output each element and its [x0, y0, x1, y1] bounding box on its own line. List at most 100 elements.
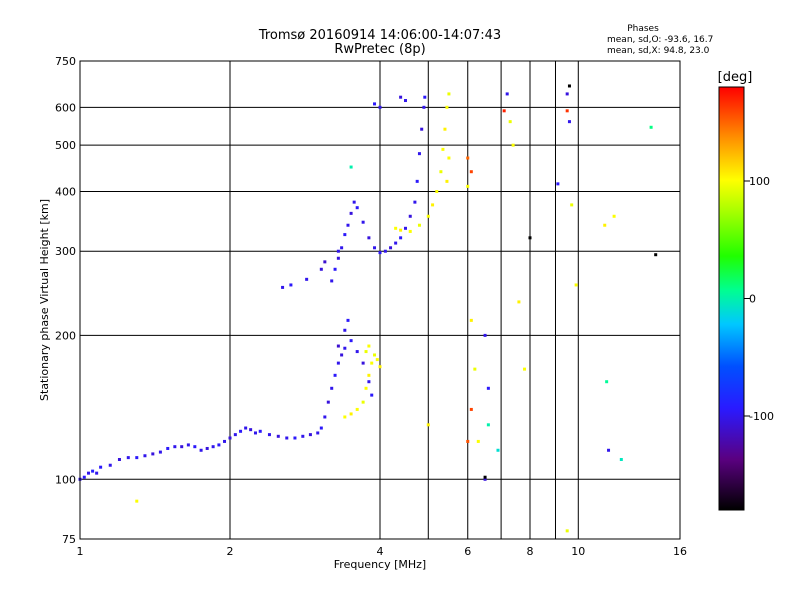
data-point-o	[343, 233, 347, 237]
data-points	[78, 84, 658, 533]
x-tick-label: 4	[377, 545, 384, 558]
data-point-o	[205, 446, 209, 450]
data-point-x	[375, 358, 379, 362]
data-point-o	[394, 241, 398, 245]
data-point-x	[394, 226, 398, 230]
x-tick-label: 1	[77, 545, 84, 558]
data-point-o	[301, 434, 305, 438]
phases-line-o: mean, sd,O: -93.6, 16.7	[607, 35, 713, 45]
data-point-other	[654, 253, 658, 257]
data-point-x	[443, 127, 447, 131]
data-point-x	[447, 156, 451, 160]
data-point-o	[565, 92, 569, 96]
colorbar-tick-label: 0	[749, 293, 756, 306]
data-point-x	[361, 400, 365, 404]
data-point-o	[193, 445, 197, 449]
data-point-o	[126, 456, 130, 460]
data-point-o	[607, 448, 611, 452]
data-point-x	[426, 214, 430, 218]
data-point-x	[574, 283, 578, 287]
x-tick-label: 2	[227, 545, 234, 558]
data-point-o	[343, 328, 347, 332]
data-point-o	[423, 95, 427, 99]
data-point-o	[223, 439, 227, 443]
data-point-other	[466, 156, 470, 160]
x-tick-label: 16	[673, 545, 687, 558]
data-point-o	[367, 380, 371, 384]
colorbar: [deg] 100 0 -100	[718, 70, 774, 511]
colorbar-tick-label: 100	[749, 175, 770, 188]
data-point-o	[340, 246, 344, 250]
data-point-o	[289, 283, 293, 287]
data-point-x	[603, 223, 607, 227]
data-point-o	[420, 127, 424, 131]
data-point-o	[267, 433, 271, 437]
data-point-x	[473, 367, 477, 371]
y-tick-label: 75	[62, 533, 76, 546]
data-point-o	[323, 415, 327, 419]
colorbar-ticks: 100 0 -100	[744, 175, 774, 423]
data-point-x	[441, 147, 445, 151]
data-point-o	[383, 249, 387, 253]
data-point-o	[355, 206, 359, 210]
data-point-o	[361, 361, 365, 365]
data-point-o	[319, 267, 323, 271]
y-tick-label: 200	[55, 329, 76, 342]
data-point-o	[417, 152, 421, 156]
data-point-other	[469, 407, 473, 411]
data-point-o	[346, 223, 350, 227]
data-point-o	[86, 471, 90, 475]
data-point-x	[373, 353, 377, 357]
data-point-x	[476, 439, 480, 443]
data-point-other	[486, 423, 490, 427]
data-point-other	[605, 380, 609, 384]
data-point-x	[355, 407, 359, 411]
data-point-o	[349, 211, 353, 215]
data-point-other	[483, 475, 487, 479]
y-tick-label: 500	[55, 139, 76, 152]
data-point-o	[355, 350, 359, 354]
data-point-o	[249, 428, 253, 432]
data-point-o	[346, 318, 350, 322]
data-point-o	[91, 469, 95, 473]
data-point-o	[285, 436, 289, 440]
data-point-o	[336, 361, 340, 365]
chart-subtitle: RwPretec (8p)	[334, 42, 425, 57]
data-point-o	[483, 477, 487, 481]
data-point-o	[228, 436, 232, 440]
colorbar-gradient	[718, 86, 745, 511]
data-point-o	[403, 99, 407, 103]
data-point-x	[417, 223, 421, 227]
data-point-o	[389, 246, 393, 250]
data-point-o	[408, 214, 412, 218]
data-point-o	[349, 339, 353, 343]
x-tick-label: 8	[527, 545, 534, 558]
x-tick-label: 10	[571, 545, 585, 558]
axes: 1 2 4 6 8 10 16 75 100 200 300 400 500 600 750	[55, 55, 687, 558]
data-point-x	[343, 415, 347, 419]
data-point-x	[445, 179, 449, 183]
data-point-o	[413, 200, 417, 204]
data-point-o	[333, 267, 337, 271]
y-axis-label: Stationary phase Virtual Height [km]	[38, 199, 51, 401]
data-point-o	[143, 454, 147, 458]
data-point-o	[293, 436, 297, 440]
data-point-o	[399, 236, 403, 240]
data-point-x	[439, 170, 443, 174]
data-point-other	[323, 260, 327, 264]
data-point-o	[217, 443, 221, 447]
data-point-o	[233, 433, 237, 437]
data-point-o	[378, 251, 382, 255]
data-point-o	[330, 386, 334, 390]
data-point-o	[99, 465, 103, 469]
y-tick-label: 750	[55, 55, 76, 68]
data-point-o	[343, 346, 347, 350]
data-point-x	[469, 318, 473, 322]
data-point-x	[511, 143, 515, 147]
data-point-o	[361, 220, 365, 224]
data-point-x	[378, 365, 382, 369]
data-point-o	[180, 445, 184, 449]
data-point-o	[567, 120, 571, 124]
data-point-other	[336, 249, 340, 253]
